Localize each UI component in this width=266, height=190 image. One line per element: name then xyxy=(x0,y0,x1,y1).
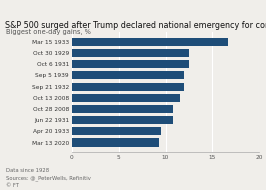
Bar xyxy=(72,71,184,79)
Bar xyxy=(72,49,189,57)
Bar xyxy=(72,94,180,102)
Bar xyxy=(72,38,228,46)
Bar xyxy=(72,127,161,135)
Text: S&P 500 surged after Trump declared national emergency for coronavirus: S&P 500 surged after Trump declared nati… xyxy=(5,21,266,30)
Text: Biggest one-day gains, %: Biggest one-day gains, % xyxy=(6,29,91,36)
Bar xyxy=(72,116,173,124)
Bar xyxy=(72,82,184,91)
Text: Sources: @_PeterWells, Refinitiv: Sources: @_PeterWells, Refinitiv xyxy=(6,176,91,181)
Bar xyxy=(72,60,189,68)
Text: Data since 1928: Data since 1928 xyxy=(6,168,49,173)
Bar xyxy=(72,139,159,146)
Text: © FT: © FT xyxy=(6,183,19,188)
Bar xyxy=(72,105,173,113)
